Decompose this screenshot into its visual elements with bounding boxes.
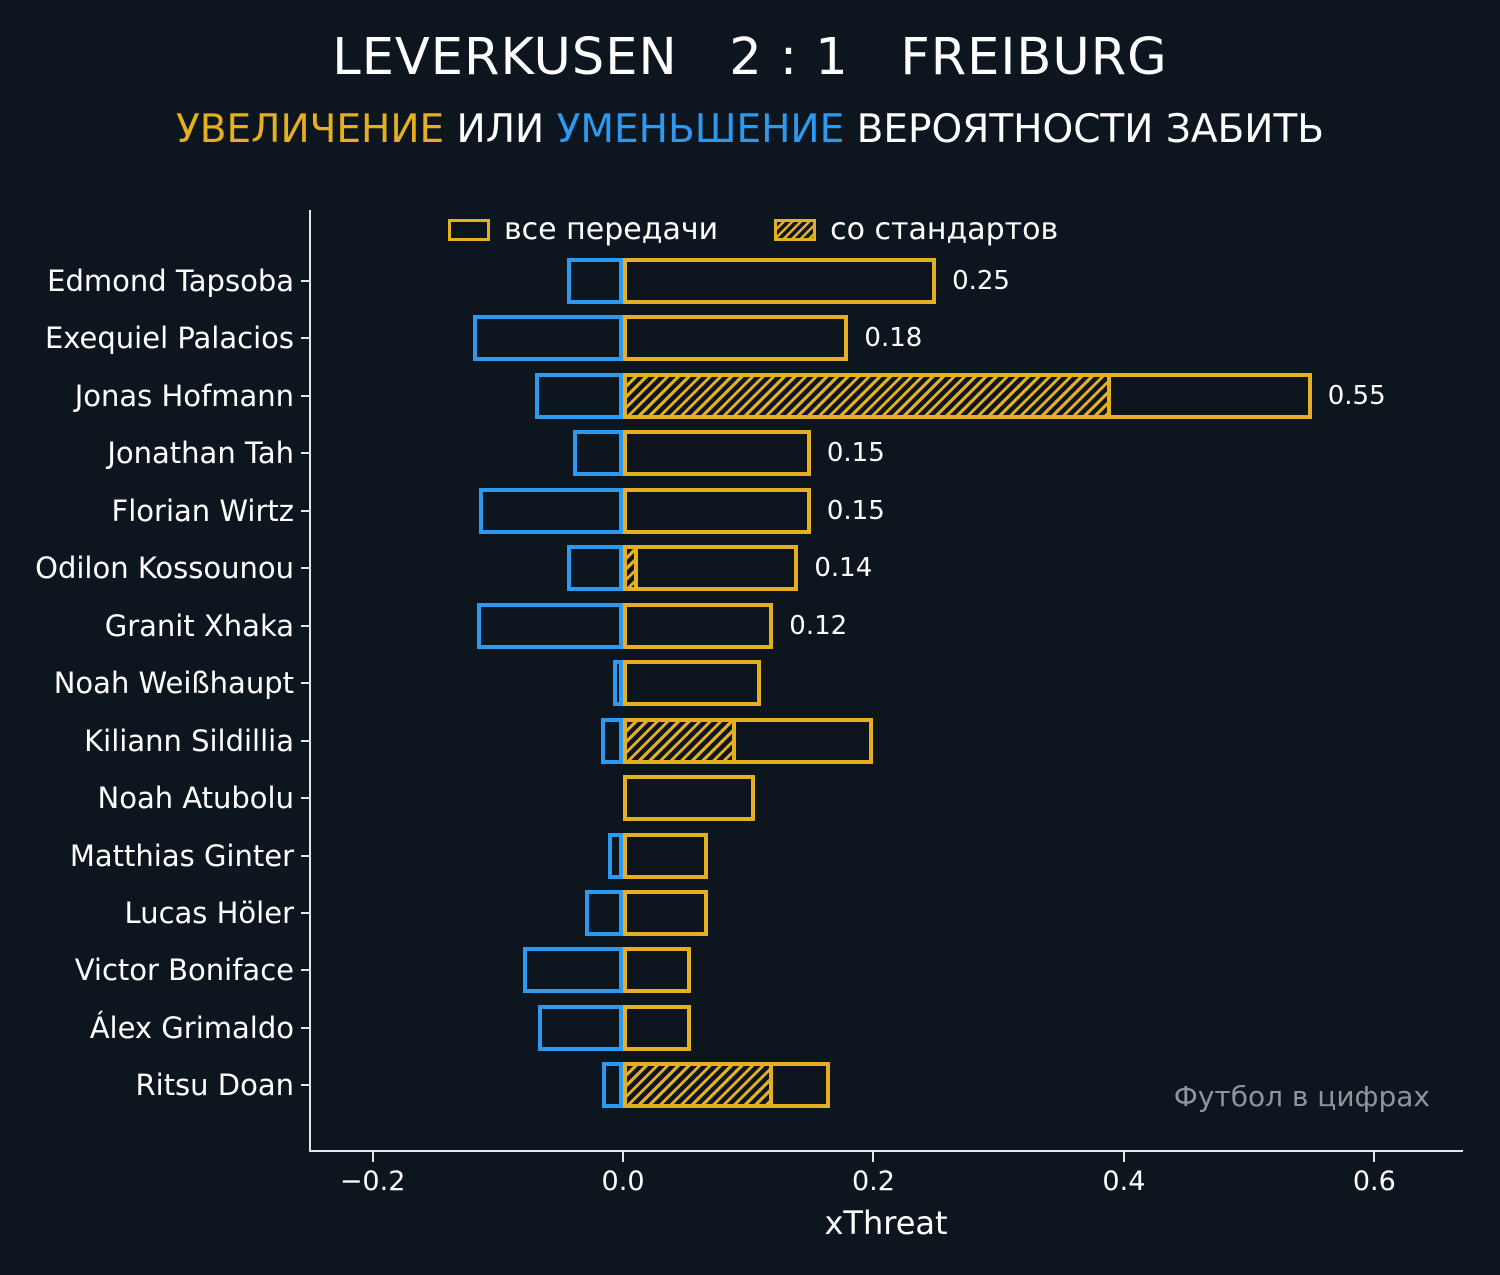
legend-set-pieces-swatch bbox=[774, 218, 817, 241]
bar-negative bbox=[572, 430, 624, 477]
player-label: Granit Xhaka bbox=[104, 608, 294, 643]
y-axis-tick bbox=[301, 682, 310, 685]
y-axis-tick bbox=[301, 854, 310, 857]
watermark: Футбол в цифрах bbox=[1173, 1080, 1430, 1113]
y-axis-tick bbox=[301, 1084, 310, 1087]
bar-value-label: 0.15 bbox=[826, 438, 885, 469]
bar-negative bbox=[476, 602, 624, 649]
x-tick-label: 0.4 bbox=[1102, 1166, 1146, 1197]
player-label: Lucas Höler bbox=[124, 895, 294, 930]
y-axis-tick bbox=[301, 797, 310, 800]
legend-set-pieces-label: со стандартов bbox=[830, 212, 1059, 247]
bar-set-piece bbox=[623, 372, 1112, 419]
legend-all-passes-swatch bbox=[448, 218, 490, 241]
player-label: Exequiel Palacios bbox=[44, 321, 294, 356]
match-title: LEVERKUSEN 2 : 1 FREIBURG bbox=[332, 28, 1168, 87]
player-label: Florian Wirtz bbox=[111, 493, 294, 528]
bar-set-piece bbox=[623, 1062, 774, 1109]
bar-negative bbox=[535, 372, 624, 419]
x-tick-label: −0.2 bbox=[339, 1166, 406, 1197]
x-tick-mark bbox=[622, 1152, 625, 1162]
legend: все передачи со стандартов bbox=[448, 212, 1058, 247]
bar-value-label: 0.14 bbox=[814, 553, 873, 584]
bar-value-label: 0.25 bbox=[952, 266, 1010, 296]
player-label: Jonathan Tah bbox=[107, 436, 294, 471]
y-axis-tick bbox=[301, 624, 310, 627]
player-label: Noah Weißhaupt bbox=[53, 666, 294, 701]
x-tick-label: 0.2 bbox=[851, 1166, 895, 1197]
bar-negative bbox=[608, 832, 624, 879]
y-axis-tick bbox=[301, 280, 310, 282]
bar-negative bbox=[522, 947, 624, 994]
subtitle-or-word: ИЛИ bbox=[444, 107, 557, 152]
bar-value-label: 0.15 bbox=[826, 495, 885, 526]
bar-negative bbox=[472, 315, 624, 362]
bar-negative bbox=[613, 660, 624, 707]
bar-negative bbox=[566, 258, 624, 304]
bar-negative bbox=[479, 487, 624, 534]
y-axis-tick bbox=[301, 452, 310, 455]
x-tick-label: 0.0 bbox=[601, 1166, 645, 1197]
bar-value-label: 0.55 bbox=[1327, 380, 1386, 411]
subtitle-rest-text: ВЕРОЯТНОСТИ ЗАБИТЬ bbox=[844, 107, 1325, 152]
player-label: Edmond Tapsoba bbox=[47, 264, 294, 298]
y-axis-tick bbox=[301, 509, 310, 512]
bar-positive bbox=[623, 487, 811, 534]
y-axis-tick bbox=[301, 1026, 310, 1029]
player-label: Odilon Kossounou bbox=[35, 551, 294, 586]
x-tick-label: 0.6 bbox=[1352, 1166, 1396, 1197]
y-axis-tick bbox=[301, 911, 310, 914]
y-axis-tick bbox=[301, 739, 310, 742]
bar-positive bbox=[623, 889, 709, 936]
y-axis-tick bbox=[301, 337, 310, 340]
bar-negative bbox=[600, 717, 624, 764]
player-label: Ritsu Doan bbox=[135, 1068, 294, 1103]
bar-positive bbox=[623, 660, 761, 707]
x-tick-mark bbox=[1373, 1152, 1376, 1162]
bar-positive bbox=[623, 947, 691, 994]
y-axis-line bbox=[309, 210, 311, 1152]
player-label: Matthias Ginter bbox=[69, 838, 294, 873]
x-axis-line bbox=[309, 1150, 1463, 1152]
bar-value-label: 0.18 bbox=[864, 323, 923, 354]
bar-positive bbox=[623, 1004, 691, 1051]
bar-positive bbox=[623, 775, 755, 822]
bar-negative bbox=[601, 1062, 624, 1109]
player-label: Victor Boniface bbox=[74, 953, 294, 988]
legend-all-passes-label: все передачи bbox=[504, 212, 719, 247]
subtitle-decrease-word: УМЕНЬШЕНИЕ bbox=[556, 107, 845, 152]
y-axis-tick bbox=[301, 394, 310, 397]
bar-value-label: 0.12 bbox=[789, 610, 848, 641]
bar-positive bbox=[623, 602, 774, 649]
bar-negative bbox=[566, 545, 624, 592]
x-tick-mark bbox=[1122, 1152, 1125, 1162]
bar-set-piece bbox=[623, 545, 639, 592]
bar-positive bbox=[623, 315, 849, 362]
chart-subtitle: УВЕЛИЧЕНИЕ ИЛИ УМЕНЬШЕНИЕ ВЕРОЯТНОСТИ ЗА… bbox=[0, 107, 1500, 152]
bar-negative bbox=[537, 1004, 624, 1051]
player-label: Noah Atubolu bbox=[97, 781, 294, 816]
subtitle-increase-word: УВЕЛИЧЕНИЕ bbox=[175, 107, 445, 152]
bar-positive bbox=[623, 430, 811, 477]
player-label: Álex Grimaldo bbox=[89, 1010, 294, 1045]
bar-positive bbox=[623, 545, 799, 592]
player-label: Jonas Hofmann bbox=[74, 378, 294, 413]
bar-set-piece bbox=[623, 717, 736, 764]
y-axis-tick bbox=[301, 969, 310, 972]
bar-positive bbox=[623, 832, 709, 879]
x-axis-title: xThreat bbox=[824, 1204, 948, 1242]
player-label: Kiliann Sildillia bbox=[84, 723, 294, 758]
x-tick-mark bbox=[872, 1152, 875, 1162]
bar-negative bbox=[585, 889, 624, 936]
y-axis-tick bbox=[301, 567, 310, 570]
bar-positive bbox=[623, 258, 937, 304]
x-tick-mark bbox=[371, 1152, 374, 1162]
